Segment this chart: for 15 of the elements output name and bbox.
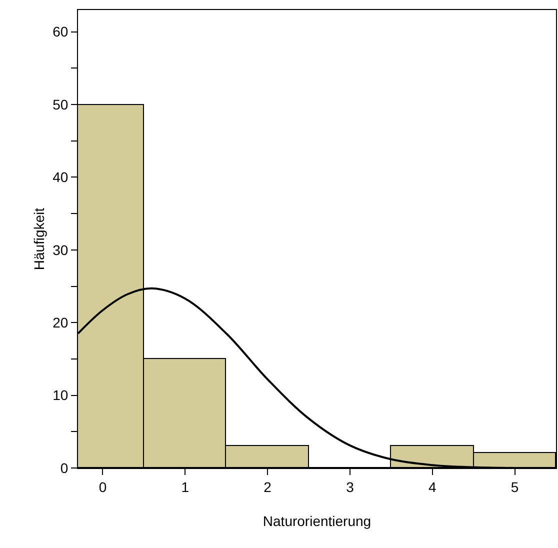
x-tick-label: 3 (346, 478, 354, 495)
x-tick-label: 0 (98, 478, 107, 495)
y-tick-label: 50 (52, 96, 68, 112)
y-tick-label: 30 (52, 242, 68, 258)
x-tick-label: 5 (510, 478, 519, 495)
x-axis-title: Naturorientierung (262, 513, 372, 530)
y-tick-label: 10 (52, 387, 68, 404)
y-tick-label: 40 (52, 169, 68, 186)
y-tick-label: 60 (52, 24, 68, 40)
y-axis-title: Häufigkeit (31, 208, 48, 270)
y-tick-label: 20 (52, 314, 68, 330)
y-tick-label: 0 (60, 460, 68, 476)
x-tick-label: 2 (264, 478, 272, 495)
x-tick-label: 4 (428, 478, 436, 495)
x-tick-label: 1 (181, 478, 190, 495)
